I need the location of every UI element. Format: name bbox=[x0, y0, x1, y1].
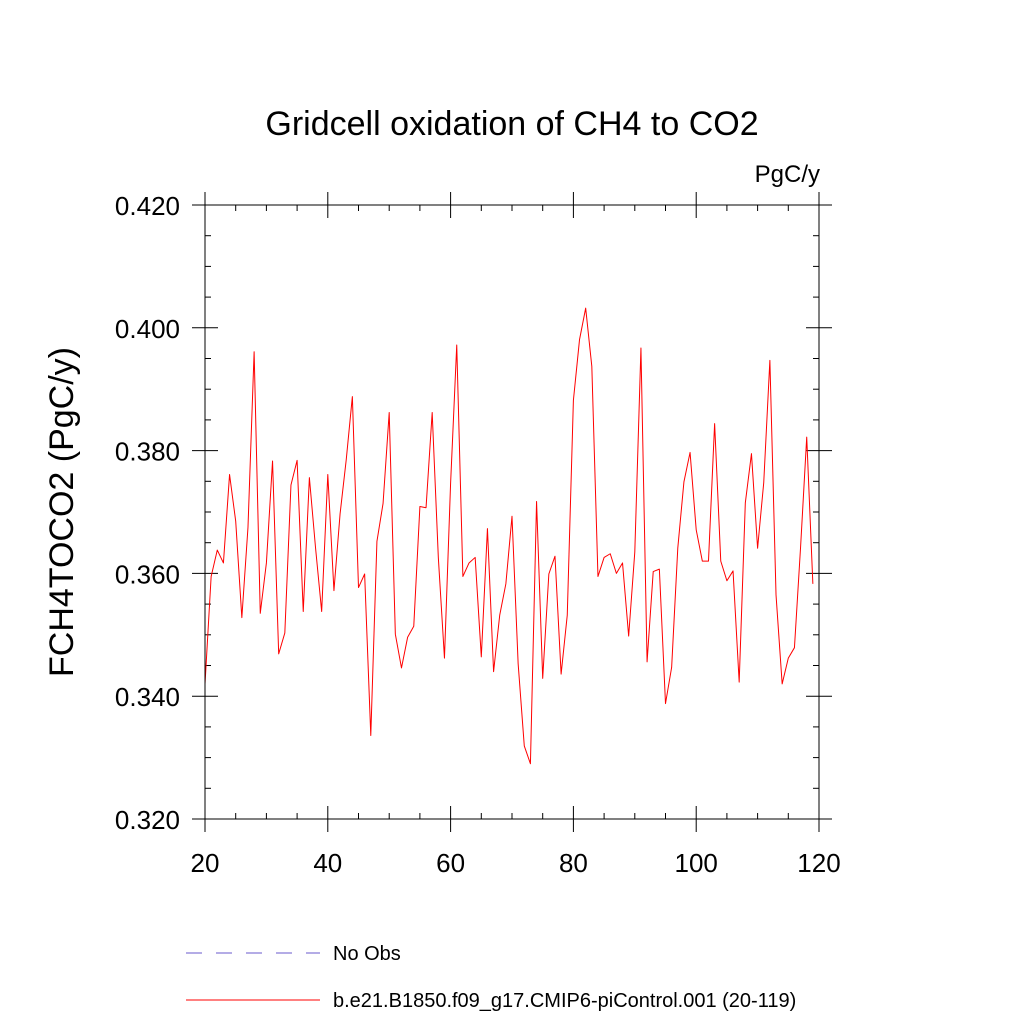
x-tick-label: 40 bbox=[313, 848, 342, 878]
plot-frame bbox=[204, 204, 820, 820]
legend: No Obs b.e21.B1850.f09_g17.CMIP6-piContr… bbox=[186, 943, 796, 1012]
y-tick-label: 0.380 bbox=[115, 437, 180, 467]
chart-title: Gridcell oxidation of CH4 to CO2 bbox=[265, 105, 758, 143]
x-tick-label: 120 bbox=[797, 848, 840, 878]
y-tick-labels: 0.320 0.340 0.360 0.380 0.400 0.420 bbox=[115, 191, 180, 835]
x-tick-label: 80 bbox=[559, 848, 588, 878]
legend-label-picontrol: b.e21.B1850.f09_g17.CMIP6-piControl.001 … bbox=[333, 990, 796, 1012]
y-tick-label: 0.340 bbox=[115, 682, 180, 712]
x-tick-label: 100 bbox=[675, 848, 718, 878]
x-tick-label: 20 bbox=[191, 848, 220, 878]
x-tick-labels: 20 40 60 80 100 120 bbox=[191, 848, 841, 878]
axes-ticks bbox=[192, 192, 832, 832]
series-layer bbox=[204, 307, 814, 765]
legend-label-no-obs: No Obs bbox=[333, 943, 401, 965]
y-tick-label: 0.420 bbox=[115, 191, 180, 221]
y-tick-label: 0.320 bbox=[115, 805, 180, 835]
series-line-picontrol bbox=[204, 307, 814, 765]
y-tick-label: 0.360 bbox=[115, 559, 180, 589]
x-tick-label: 60 bbox=[436, 848, 465, 878]
units-label: PgC/y bbox=[755, 161, 820, 188]
y-axis-label: FCH4TOCO2 (PgC/y) bbox=[43, 347, 81, 677]
y-tick-label: 0.400 bbox=[115, 314, 180, 344]
